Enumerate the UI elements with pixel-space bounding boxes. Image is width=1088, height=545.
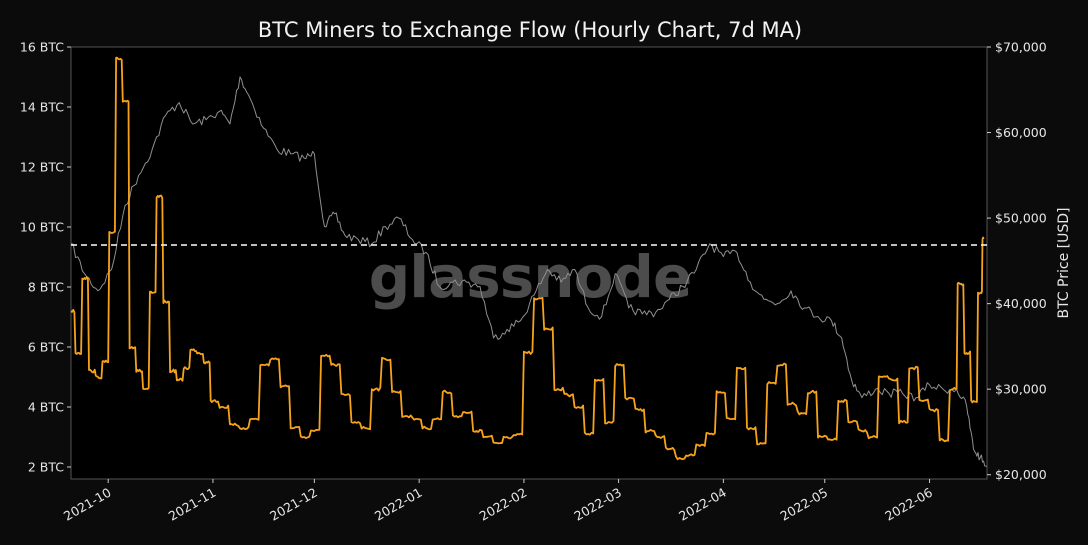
left-tick-label: 4 BTC [28,400,64,415]
left-tick-label: 10 BTC [20,220,64,235]
right-tick-label: $40,000 [995,296,1047,311]
price-series-layer [70,76,987,467]
right-axis-label: BTC Price [USD] [1056,207,1072,318]
right-tick-label: $60,000 [995,125,1047,140]
left-tick-label: 14 BTC [20,100,64,115]
right-tick-label: $30,000 [995,382,1047,397]
left-tick-label: 12 BTC [20,160,64,175]
right-tick-label: $50,000 [995,211,1047,226]
btc-price-line [70,76,987,467]
chart-title: BTC Miners to Exchange Flow (Hourly Char… [258,18,802,42]
left-tick-label: 16 BTC [20,40,64,55]
miners-flow-line [70,56,985,461]
left-tick-label: 8 BTC [28,280,64,295]
right-tick-label: $70,000 [995,40,1047,55]
left-tick-label: 6 BTC [28,340,64,355]
flow-series-layer [70,56,985,461]
right-tick-label: $20,000 [995,467,1047,482]
right-axis: $20,000 $30,000 $40,000 $50,000 $60,000 $70,0… [987,40,1047,482]
left-tick-label: 2 BTC [28,460,64,475]
left-axis: 2 BTC 4 BTC 6 BTC 8 BTC 10 BTC 12 BTC 14 BTC 16… [20,40,71,475]
